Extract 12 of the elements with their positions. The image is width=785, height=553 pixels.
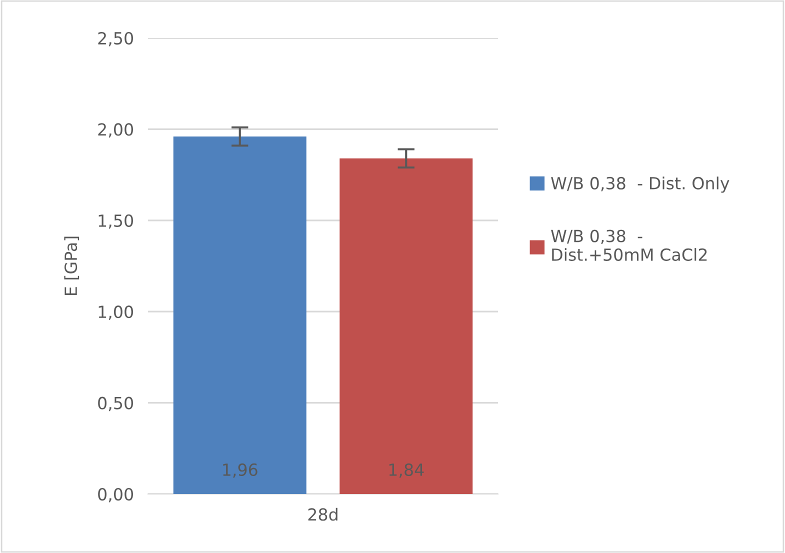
legend-label: W/B 0,38 - Dist. Only	[551, 176, 730, 193]
y-tick-label: 1,00	[98, 306, 134, 320]
data-label: 1,84	[389, 463, 424, 478]
legend-label: W/B 0,38 - Dist.+50mM CaCl2	[551, 230, 707, 261]
y-tick-label: 2,00	[98, 123, 134, 138]
y-axis-title: E [GPa]	[64, 236, 80, 295]
data-label: 1,96	[223, 463, 258, 478]
y-tick-label: 0,00	[98, 488, 134, 502]
y-tick-label: 0,50	[98, 396, 134, 412]
x-tick-label: 28d	[308, 508, 338, 521]
y-tick-label: 2,50	[98, 32, 134, 46]
y-tick-label: 1,50	[98, 214, 134, 229]
